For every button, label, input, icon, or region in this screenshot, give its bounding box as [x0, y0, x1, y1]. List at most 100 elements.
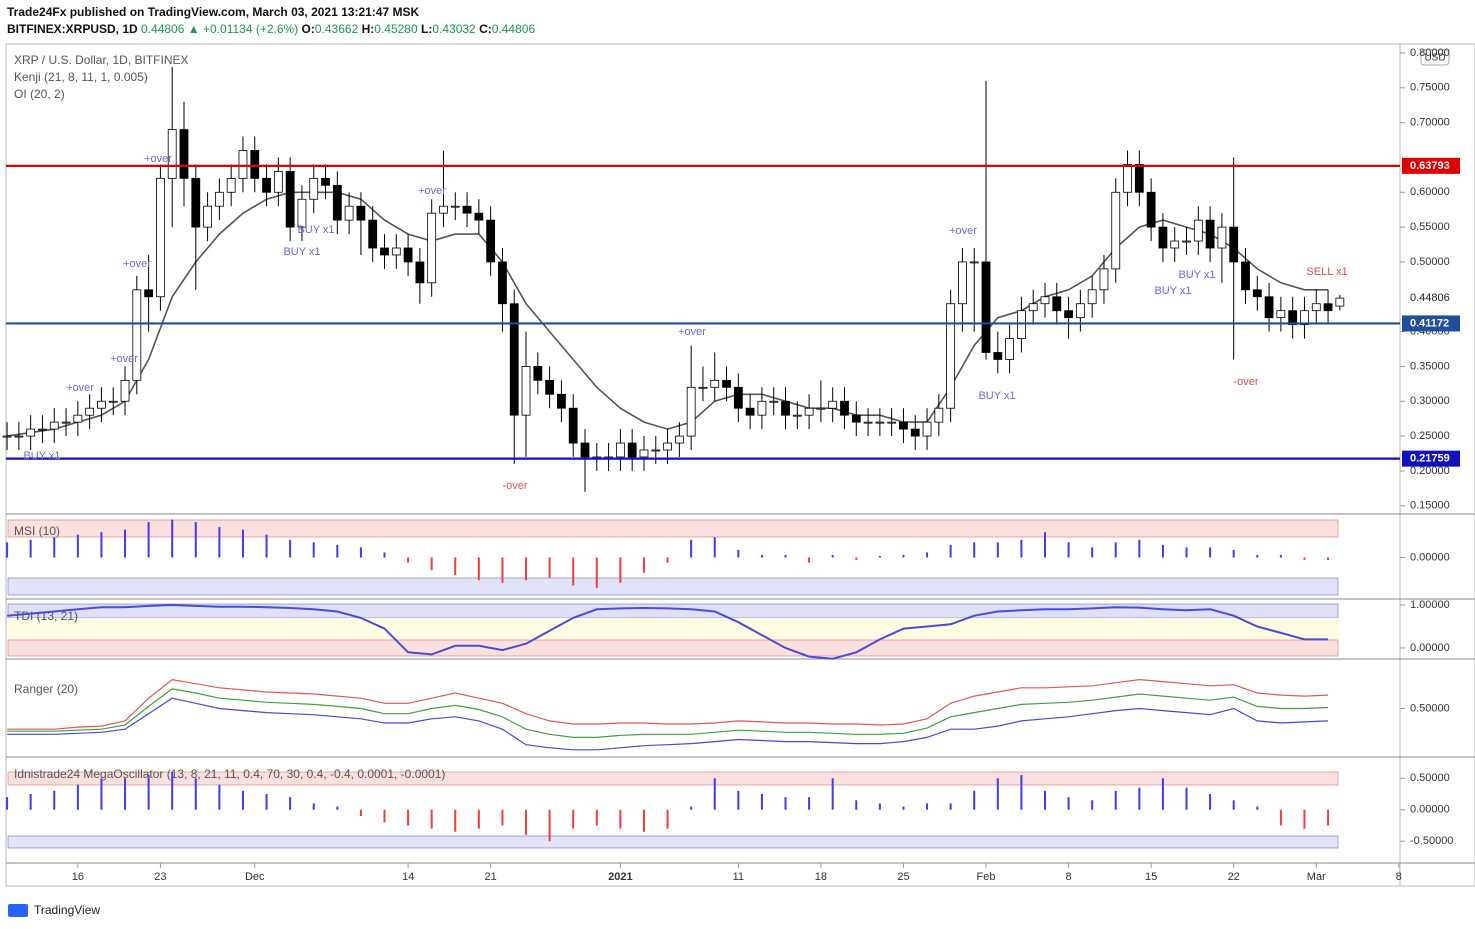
candle-body: [816, 407, 826, 410]
x-tick-label: 16: [72, 871, 84, 883]
histogram-bar: [1043, 790, 1046, 810]
candle-body: [49, 421, 59, 430]
ohlc-value: 0.44806: [491, 22, 536, 36]
histogram-bar: [383, 552, 386, 558]
histogram-bar: [902, 806, 905, 810]
candle-body: [97, 400, 106, 409]
histogram-bar: [949, 803, 952, 810]
y-tick-label: 0.00000: [1410, 804, 1450, 816]
candle-body: [639, 449, 649, 458]
histogram-bar: [1067, 797, 1070, 810]
x-tick-label: 15: [1145, 871, 1157, 883]
candle-body: [1335, 297, 1345, 307]
candle-body: [958, 261, 967, 305]
header: Trade24Fx published on TradingView.com, …: [7, 4, 535, 38]
histogram-bar: [1114, 542, 1117, 558]
candle-body: [120, 379, 130, 402]
candle-body: [61, 421, 71, 424]
candle-body: [1217, 226, 1227, 249]
histogram-bar: [525, 557, 528, 581]
x-tick-label: Feb: [977, 871, 996, 883]
candle-body: [1205, 219, 1215, 249]
histogram-bar: [595, 557, 598, 588]
logo: [8, 904, 28, 917]
histogram-bar: [76, 534, 79, 558]
histogram-bar: [6, 797, 9, 810]
candle-body: [1040, 296, 1050, 305]
pane-title: Ranger (20): [14, 682, 78, 696]
candle-body: [462, 205, 472, 214]
y-tick-label: 0.35000: [1410, 360, 1450, 372]
x-tick-label: Dec: [245, 871, 265, 883]
currency-box: [1420, 49, 1450, 66]
chart-title: XRP / U.S. Dollar, 1D, BITFINEX: [14, 53, 189, 67]
histogram-bar: [548, 557, 551, 578]
candle-body: [733, 386, 743, 409]
candle-body: [439, 205, 448, 214]
histogram-bar: [1209, 794, 1212, 810]
candle-body: [1264, 296, 1274, 319]
signal-label: BUY x1: [283, 246, 320, 258]
line: [7, 697, 1329, 751]
candle-body: [450, 205, 460, 208]
candle-body: [309, 177, 319, 200]
candle-body: [981, 261, 991, 353]
histogram-bar: [241, 529, 244, 558]
candle-body: [627, 442, 637, 458]
candle-body: [1276, 310, 1286, 319]
candle-body: [1016, 310, 1026, 339]
candle-body: [391, 247, 401, 256]
ohlc-label: L:: [421, 22, 433, 36]
candle-body: [710, 379, 720, 388]
y-tick-label: 0.25000: [1410, 430, 1450, 442]
line: [7, 678, 1329, 730]
histogram-bar: [926, 803, 929, 810]
candle-body: [851, 414, 861, 423]
y-tick-label: 0.15000: [1410, 500, 1450, 512]
candle-body: [321, 177, 330, 186]
candle-body: [686, 386, 696, 437]
candle-body: [226, 177, 236, 193]
signal-label: BUY x1: [297, 224, 334, 236]
y-tick-label: 0.70000: [1410, 117, 1450, 129]
x-tick-label: 2021: [608, 871, 632, 883]
histogram-bar: [147, 775, 150, 810]
candle-body: [993, 352, 1003, 360]
candle-body: [498, 261, 507, 305]
pane-title: Idnistrade24 MegaOscillator (13, 8, 21, …: [14, 767, 445, 781]
candle-body: [1134, 164, 1144, 193]
frame: [5, 43, 1475, 887]
y-tick-label: 0.80000: [1410, 47, 1450, 59]
histogram-bar: [407, 557, 410, 563]
candle-body: [722, 379, 731, 388]
x-tick-label: 14: [402, 871, 414, 883]
histogram-bar: [1185, 547, 1188, 558]
candle-body: [934, 407, 944, 423]
candle-body: [557, 393, 566, 409]
histogram-bar: [1279, 554, 1282, 558]
candle-body: [1099, 268, 1109, 291]
histogram-bar: [760, 794, 763, 810]
histogram-bar: [1185, 787, 1188, 810]
histogram-bar: [1114, 790, 1117, 810]
candle-body: [297, 198, 307, 228]
line: [6, 191, 1329, 437]
histogram-bar: [100, 532, 103, 558]
histogram-bar: [808, 797, 811, 810]
histogram-bar: [1138, 539, 1141, 558]
footer: TradingView: [34, 903, 100, 917]
histogram-bar: [973, 790, 976, 810]
line: [7, 603, 1329, 660]
histogram-bar: [359, 547, 362, 558]
histogram-bar: [619, 557, 622, 583]
y-tick-label: 0.20000: [1410, 465, 1450, 477]
histogram-bar: [1020, 539, 1023, 558]
histogram-bar: [171, 771, 174, 810]
histogram-bar: [784, 554, 787, 558]
histogram-bar: [336, 806, 339, 810]
candle-body: [132, 289, 142, 381]
signal-label: +over: [110, 353, 138, 365]
candle-body: [1241, 261, 1250, 291]
